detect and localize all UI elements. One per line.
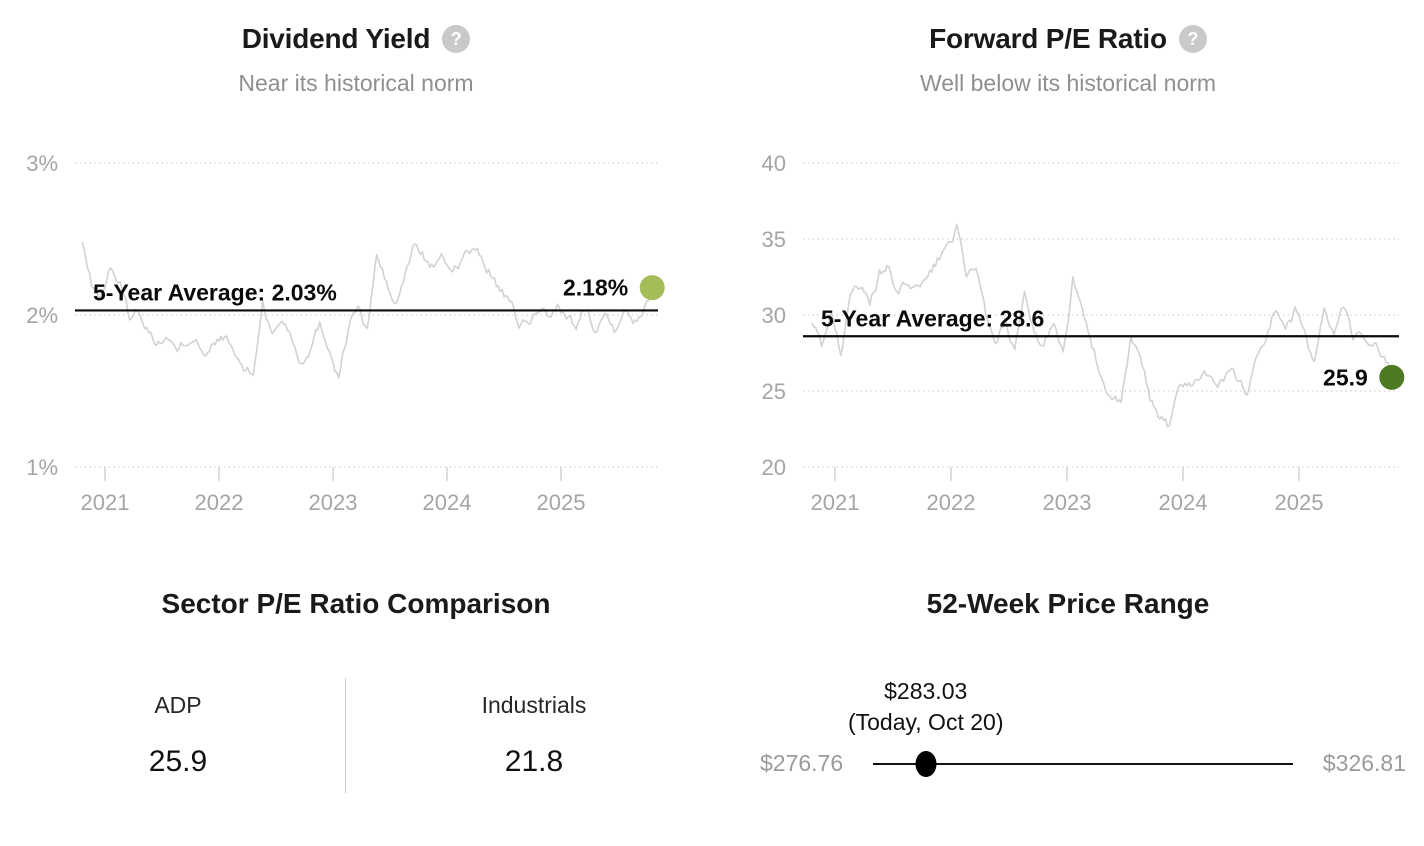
price-range-row: $276.76 $283.03 (Today, Oct 20) $326.81 xyxy=(760,678,1406,777)
svg-text:2025: 2025 xyxy=(537,490,586,515)
svg-text:2023: 2023 xyxy=(1043,490,1092,515)
forward-pe-panel: Forward P/E Ratio ? Well below its histo… xyxy=(712,0,1424,560)
current-price: $283.03 xyxy=(884,677,968,704)
svg-text:5-Year Average: 28.6: 5-Year Average: 28.6 xyxy=(821,305,1044,331)
svg-text:2024: 2024 xyxy=(1159,490,1208,515)
range-low-label: $276.76 xyxy=(760,750,844,776)
forward-pe-subtitle: Well below its historical norm xyxy=(919,70,1217,96)
sector-pe-comparison-title: Sector P/E Ratio Comparison xyxy=(161,588,551,619)
price-range-title: 52-Week Price Range xyxy=(926,588,1210,619)
sector-label: ADP xyxy=(154,692,202,718)
sector-column-adp: ADP 25.9 xyxy=(0,692,356,779)
svg-text:3%: 3% xyxy=(26,151,58,176)
question-mark-icon[interactable]: ? xyxy=(442,25,471,53)
sector-value: 25.9 xyxy=(148,745,208,778)
svg-text:2022: 2022 xyxy=(195,490,244,515)
svg-text:25: 25 xyxy=(762,379,786,404)
svg-text:20: 20 xyxy=(762,455,786,480)
price-range-track: $283.03 (Today, Oct 20) xyxy=(848,678,1293,777)
forward-pe-title: Forward P/E Ratio xyxy=(929,23,1167,54)
svg-text:2022: 2022 xyxy=(927,490,976,515)
svg-text:2%: 2% xyxy=(26,303,58,328)
current-price-date: (Today, Oct 20) xyxy=(847,708,1004,735)
sector-label: Industrials xyxy=(481,692,587,718)
svg-text:2021: 2021 xyxy=(811,490,860,515)
dividend-yield-panel: Dividend Yield ? Near its historical nor… xyxy=(0,0,712,560)
forward-pe-chart: 40 35 30 25 20 2021 2022 2023 2024 2025 5-Year Ave… xyxy=(762,151,1405,515)
svg-text:35: 35 xyxy=(762,227,786,252)
sector-pe-comparison-panel: Sector P/E Ratio Comparison ADP 25.9 Ind… xyxy=(0,560,712,846)
forward-pe-title-row: Forward P/E Ratio ? xyxy=(712,0,1424,60)
dividend-yield-title: Dividend Yield xyxy=(241,23,431,54)
price-knob[interactable] xyxy=(915,750,937,777)
svg-text:2021: 2021 xyxy=(81,490,130,515)
svg-text:5-Year Average: 2.03%: 5-Year Average: 2.03% xyxy=(93,279,337,305)
dividend-yield-chart: 3% 2% 1% 2021 2022 2023 2024 2025 5-Year Average… xyxy=(26,151,665,515)
svg-text:1%: 1% xyxy=(26,455,58,480)
svg-text:2023: 2023 xyxy=(309,490,358,515)
svg-text:40: 40 xyxy=(762,151,786,176)
vertical-divider xyxy=(344,678,346,793)
sector-comparison-columns: ADP 25.9 Industrials 21.8 xyxy=(0,678,712,793)
svg-text:2025: 2025 xyxy=(1275,490,1324,515)
svg-text:2024: 2024 xyxy=(423,490,472,515)
price-range-panel: 52-Week Price Range $276.76 $283.03 (Tod… xyxy=(712,560,1424,846)
svg-text:25.9: 25.9 xyxy=(1323,364,1368,390)
sector-column-industrials: Industrials 21.8 xyxy=(356,692,712,779)
svg-text:30: 30 xyxy=(762,303,786,328)
svg-text:2.18%: 2.18% xyxy=(563,275,628,301)
dividend-yield-title-row: Dividend Yield ? xyxy=(0,0,712,60)
question-mark-icon[interactable]: ? xyxy=(1178,25,1207,53)
dividend-yield-subtitle: Near its historical norm xyxy=(238,70,474,96)
sector-value: 21.8 xyxy=(504,745,564,778)
current-price-block: $283.03 (Today, Oct 20) xyxy=(796,676,1056,738)
range-high-label: $326.81 xyxy=(1322,750,1406,776)
